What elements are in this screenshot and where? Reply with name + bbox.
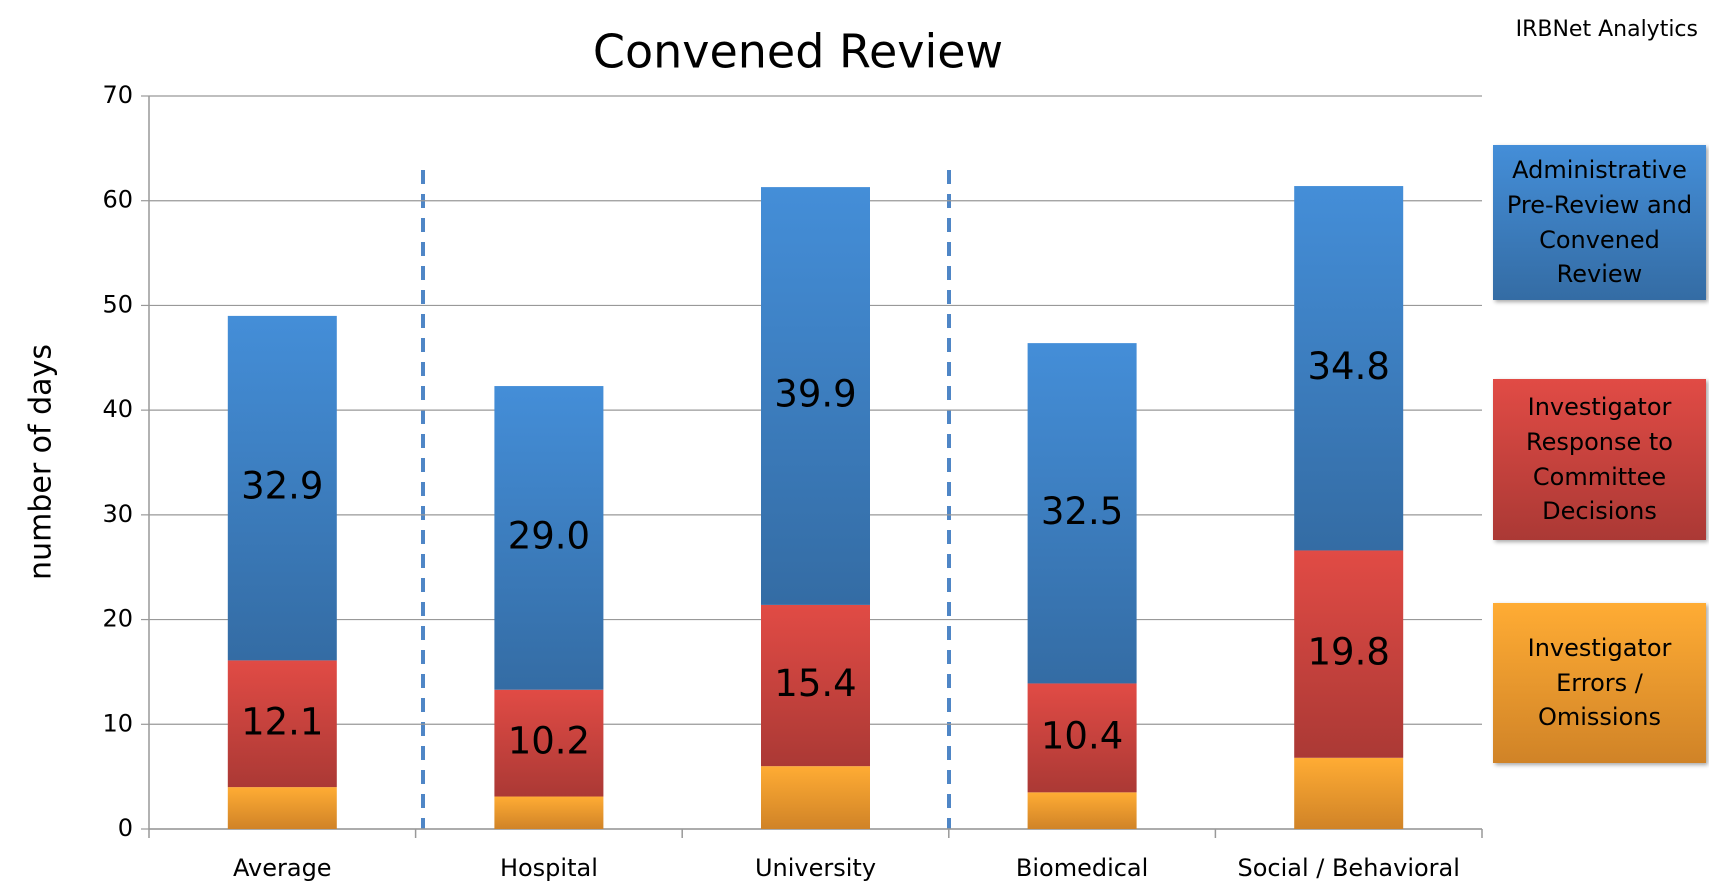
y-tick-label: 0 (118, 814, 133, 842)
y-axis-label: number of days (24, 344, 59, 580)
bar-segment (227, 315, 337, 661)
legend-entry: Administrative Pre-Review and Convened R… (1493, 145, 1706, 300)
annotation: IRBNet Analytics (1516, 17, 1698, 42)
y-tick-label: 10 (102, 709, 133, 737)
data-label: 39.9 (774, 373, 856, 416)
bar-segment (1294, 757, 1404, 829)
x-tick-label: Average (233, 854, 332, 882)
y-tick-label: 50 (102, 290, 133, 318)
bar-segment (494, 386, 604, 690)
y-tick-label: 20 (102, 605, 133, 633)
data-label: 34.8 (1308, 345, 1390, 388)
x-tick-label: University (755, 854, 876, 882)
bar-segment (761, 766, 870, 829)
data-label: 10.4 (1041, 714, 1123, 757)
x-tick-label: Social / Behavioral (1237, 854, 1459, 882)
bar-segment (227, 787, 337, 829)
bar-segment (761, 187, 870, 605)
bar-segment (1294, 186, 1404, 551)
data-label: 15.4 (774, 662, 856, 705)
bar-segment (494, 689, 604, 797)
data-label: 10.2 (508, 720, 590, 763)
data-label: 12.1 (241, 700, 323, 743)
bar-segment (761, 604, 870, 767)
data-label: 19.8 (1308, 631, 1390, 674)
bar-segment (1027, 343, 1137, 684)
y-tick-label: 30 (102, 500, 133, 528)
x-tick-label: Hospital (500, 854, 598, 882)
y-tick-label: 60 (102, 186, 133, 214)
y-tick-label: 70 (102, 81, 133, 109)
x-tick-label: Biomedical (1016, 854, 1148, 882)
y-tick-label: 40 (102, 395, 133, 423)
bar-segment (227, 660, 337, 788)
legend-entry: Investigator Errors / Omissions (1493, 603, 1706, 763)
data-label: 32.5 (1041, 490, 1123, 533)
data-label: 29.0 (508, 514, 590, 557)
data-label: 32.9 (241, 465, 323, 508)
chart-title: Convened Review (593, 25, 1003, 79)
bar-segment (1294, 550, 1404, 758)
legend-entry: Investigator Response to Committee Decis… (1493, 379, 1706, 540)
bar-segment (494, 796, 604, 829)
bar-segment (1027, 683, 1137, 793)
bar-segment (1027, 792, 1137, 829)
